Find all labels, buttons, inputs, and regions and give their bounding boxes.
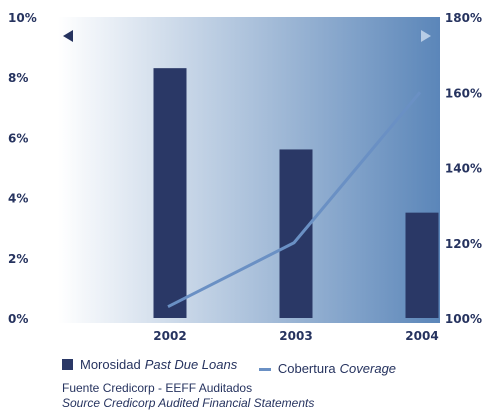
- chart: 0% 2% 4% 6% 8% 10% 100% 120% 140% 160% 180% 2002 2…: [8, 11, 482, 343]
- legend-line-label-en: Coverage: [339, 361, 397, 376]
- source-en: Source Credicorp Audited Financial State…: [62, 396, 315, 410]
- source-note: Fuente Credicorp - EEFF Auditados Source…: [62, 381, 314, 411]
- legend-line-label: Cobertura: [277, 361, 336, 376]
- legend-line-swatch: [258, 368, 271, 371]
- right-arrow-icon: [421, 30, 431, 42]
- right-axis-tick: 100%: [445, 312, 482, 326]
- legend: Morosidad Past Due Loans Cobertura Cover…: [62, 357, 414, 376]
- bar-2002: [153, 68, 187, 318]
- left-axis-tick: 0%: [8, 312, 28, 326]
- left-axis-tick: 2%: [8, 252, 28, 266]
- x-axis-tick: 2004: [405, 329, 438, 343]
- left-axis-tick: 6%: [8, 131, 28, 145]
- left-arrow-icon: [63, 30, 73, 42]
- right-axis-tick: 160%: [445, 86, 482, 100]
- right-axis-tick: 180%: [445, 11, 482, 25]
- x-axis-tick: 2002: [153, 329, 186, 343]
- left-axis-tick: 10%: [8, 11, 37, 25]
- legend-bar-label: Morosidad: [80, 357, 141, 372]
- right-axis-tick: 140%: [445, 162, 482, 176]
- legend-item-coverage: Cobertura Coverage: [258, 361, 397, 376]
- right-axis-tick: 120%: [445, 237, 482, 251]
- legend-bar-label-en: Past Due Loans: [144, 357, 238, 372]
- source-es: Fuente Credicorp - EEFF Auditados: [62, 381, 253, 395]
- bar-2004: [405, 212, 439, 318]
- left-axis-tick: 4%: [8, 192, 28, 206]
- left-axis-tick: 8%: [8, 71, 28, 85]
- legend-item-past-due-loans: Morosidad Past Due Loans: [62, 357, 237, 372]
- plot-area-background: [58, 17, 440, 323]
- legend-bar-swatch: [62, 359, 73, 370]
- bar-2003: [279, 149, 313, 318]
- x-axis-tick: 2003: [279, 329, 312, 343]
